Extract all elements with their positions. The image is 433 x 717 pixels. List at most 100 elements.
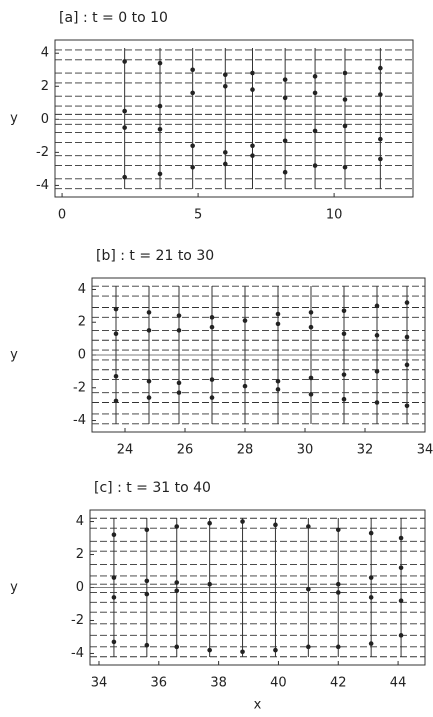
marker-dot	[146, 395, 152, 400]
y-tick-label: 2	[41, 79, 49, 94]
marker-dot	[144, 642, 150, 648]
y-tick-label: -4	[71, 646, 84, 661]
marker-dot	[122, 125, 127, 130]
x-tick-label: 32	[357, 443, 374, 458]
marker-dot	[222, 150, 228, 155]
marker-dot	[111, 595, 117, 600]
x-tick-label: 0	[58, 208, 66, 223]
marker-dot	[157, 60, 163, 66]
marker-dot	[306, 644, 311, 650]
marker-dot	[312, 74, 318, 79]
marker-dot	[341, 331, 347, 337]
marker-dot	[374, 400, 380, 405]
marker-dot	[282, 77, 288, 82]
marker-dot	[190, 164, 195, 170]
panel-title: [a] : t = 0 to 10	[59, 10, 168, 26]
y-tick-label: 4	[76, 514, 84, 529]
marker-dot	[368, 575, 374, 580]
marker-dot	[111, 575, 117, 580]
y-tick-label: -2	[71, 613, 84, 628]
marker-dot	[144, 578, 150, 584]
y-tick-label: 4	[78, 282, 86, 297]
marker-dot	[113, 331, 119, 337]
marker-dot	[209, 395, 215, 400]
y-tick-label: -2	[73, 380, 86, 395]
marker-dot	[341, 308, 347, 314]
marker-dot	[275, 321, 281, 327]
x-tick-label: 26	[177, 443, 194, 458]
x-tick-label: 44	[390, 676, 407, 691]
marker-dot	[250, 143, 255, 149]
marker-dot	[144, 591, 150, 597]
marker-dot	[250, 87, 255, 92]
marker-dot	[341, 372, 347, 377]
marker-dot	[342, 123, 348, 129]
marker-dot	[398, 565, 404, 571]
panel-title: [c] : t = 31 to 40	[94, 480, 211, 496]
marker-dot	[222, 83, 228, 89]
marker-dot	[146, 310, 152, 315]
y-axis-label: y	[10, 580, 18, 595]
y-axis-label: y	[10, 348, 18, 363]
marker-dot	[190, 143, 195, 149]
x-axis-label: x	[254, 698, 262, 713]
marker-dot	[157, 103, 163, 109]
marker-dot	[404, 334, 410, 340]
marker-dot	[335, 590, 341, 595]
x-tick-label: 30	[297, 443, 314, 458]
marker-dot	[306, 524, 311, 529]
marker-dot	[275, 311, 281, 317]
marker-dot	[209, 315, 215, 320]
marker-dot	[146, 378, 152, 384]
y-tick-label: 0	[41, 112, 49, 127]
marker-dot	[144, 527, 150, 533]
marker-dot	[222, 72, 228, 78]
marker-dot	[113, 306, 119, 312]
marker-dot	[207, 647, 212, 653]
marker-dot	[374, 303, 380, 309]
marker-dot	[242, 318, 248, 323]
marker-dot	[240, 519, 245, 524]
marker-dot	[122, 108, 127, 114]
marker-dot	[398, 535, 404, 541]
marker-dot	[242, 383, 248, 389]
marker-dot	[368, 641, 374, 646]
marker-dot	[378, 65, 383, 71]
y-tick-label: 2	[78, 315, 86, 330]
marker-dot	[250, 153, 255, 158]
y-tick-label: 2	[76, 547, 84, 562]
x-tick-label: 10	[326, 208, 343, 223]
x-tick-label: 36	[151, 676, 168, 691]
marker-dot	[174, 644, 180, 650]
x-tick-label: 42	[330, 676, 347, 691]
marker-dot	[176, 313, 182, 318]
marker-dot	[113, 398, 119, 404]
marker-dot	[308, 375, 314, 381]
marker-dot	[174, 580, 180, 585]
marker-dot	[111, 639, 117, 645]
y-tick-label: 4	[41, 46, 49, 61]
plot-frame	[54, 39, 414, 198]
marker-dot	[308, 310, 314, 315]
marker-dot	[176, 380, 182, 386]
marker-dot	[207, 581, 212, 587]
marker-dot	[335, 581, 341, 587]
marker-dot	[176, 328, 182, 333]
marker-dot	[341, 396, 347, 402]
marker-dot	[174, 588, 180, 594]
marker-dot	[342, 70, 348, 76]
x-tick-label: 40	[270, 676, 287, 691]
marker-dot	[207, 520, 212, 526]
marker-dot	[308, 324, 314, 330]
marker-dot	[146, 328, 152, 333]
marker-dot	[157, 126, 163, 132]
y-tick-label: -2	[36, 145, 49, 160]
marker-dot	[378, 92, 383, 97]
marker-dot	[368, 595, 374, 600]
marker-dot	[122, 174, 127, 180]
marker-dot	[275, 378, 281, 384]
marker-dot	[176, 390, 182, 395]
marker-dot	[190, 90, 195, 96]
y-tick-label: -4	[73, 413, 86, 428]
